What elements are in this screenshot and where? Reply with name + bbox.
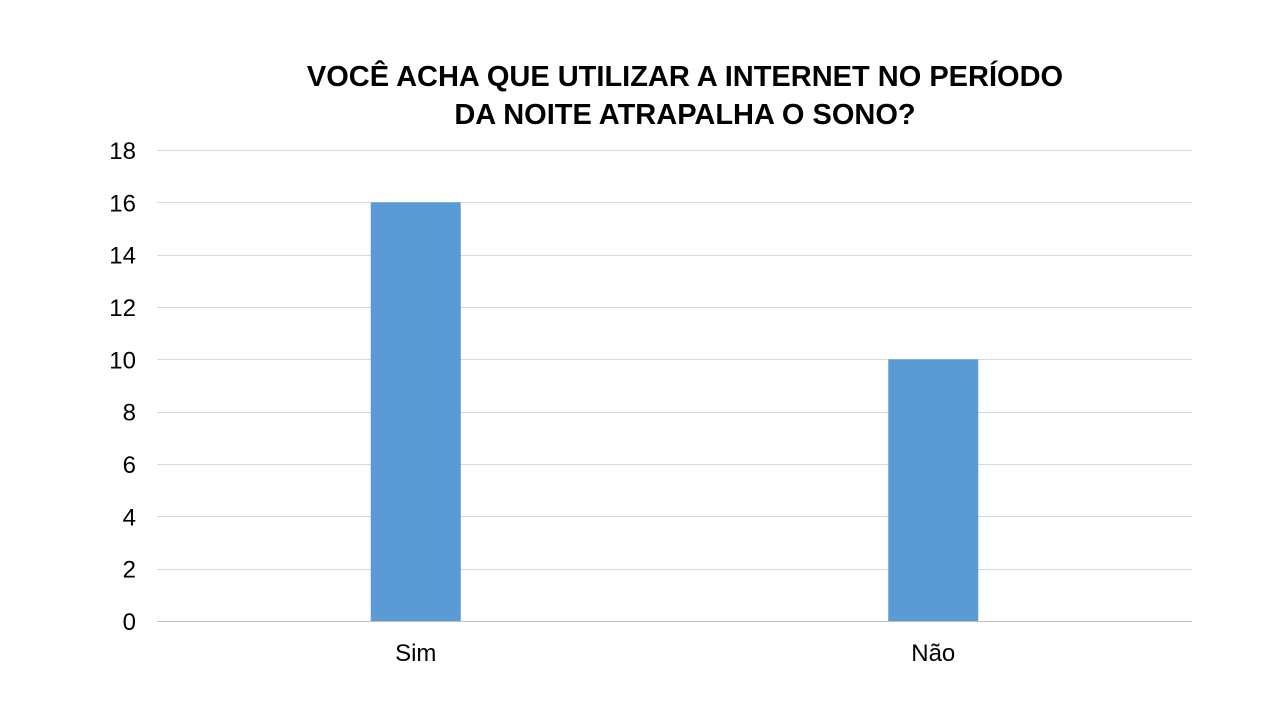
y-axis-ticks: 0 2 4 6 8 10 12 14 16 18: [109, 138, 136, 636]
bar-sim: [370, 202, 461, 622]
bars: [370, 202, 979, 622]
y-tick-label: 4: [123, 504, 136, 531]
y-tick-label: 0: [123, 609, 136, 636]
bar-não: [888, 359, 979, 621]
chart-title-line-2: DA NOITE ATRAPALHA O SONO?: [454, 99, 916, 131]
y-tick-label: 2: [123, 557, 136, 584]
y-tick-label: 14: [109, 243, 136, 270]
y-tick-label: 8: [123, 400, 136, 427]
gridlines: [157, 150, 1192, 622]
y-tick-label: 10: [109, 347, 136, 374]
y-tick-label: 16: [109, 190, 136, 217]
x-tick-label: Sim: [395, 640, 436, 667]
chart-title: VOCÊ ACHA QUE UTILIZAR A INTERNET NO PER…: [185, 58, 1185, 134]
y-tick-label: 18: [109, 138, 136, 165]
x-axis-ticks: Sim Não: [395, 640, 955, 667]
y-tick-label: 12: [109, 295, 136, 322]
x-tick-label: Não: [911, 640, 955, 667]
y-tick-label: 6: [123, 452, 136, 479]
chart-title-line-1: VOCÊ ACHA QUE UTILIZAR A INTERNET NO PER…: [306, 61, 1064, 93]
